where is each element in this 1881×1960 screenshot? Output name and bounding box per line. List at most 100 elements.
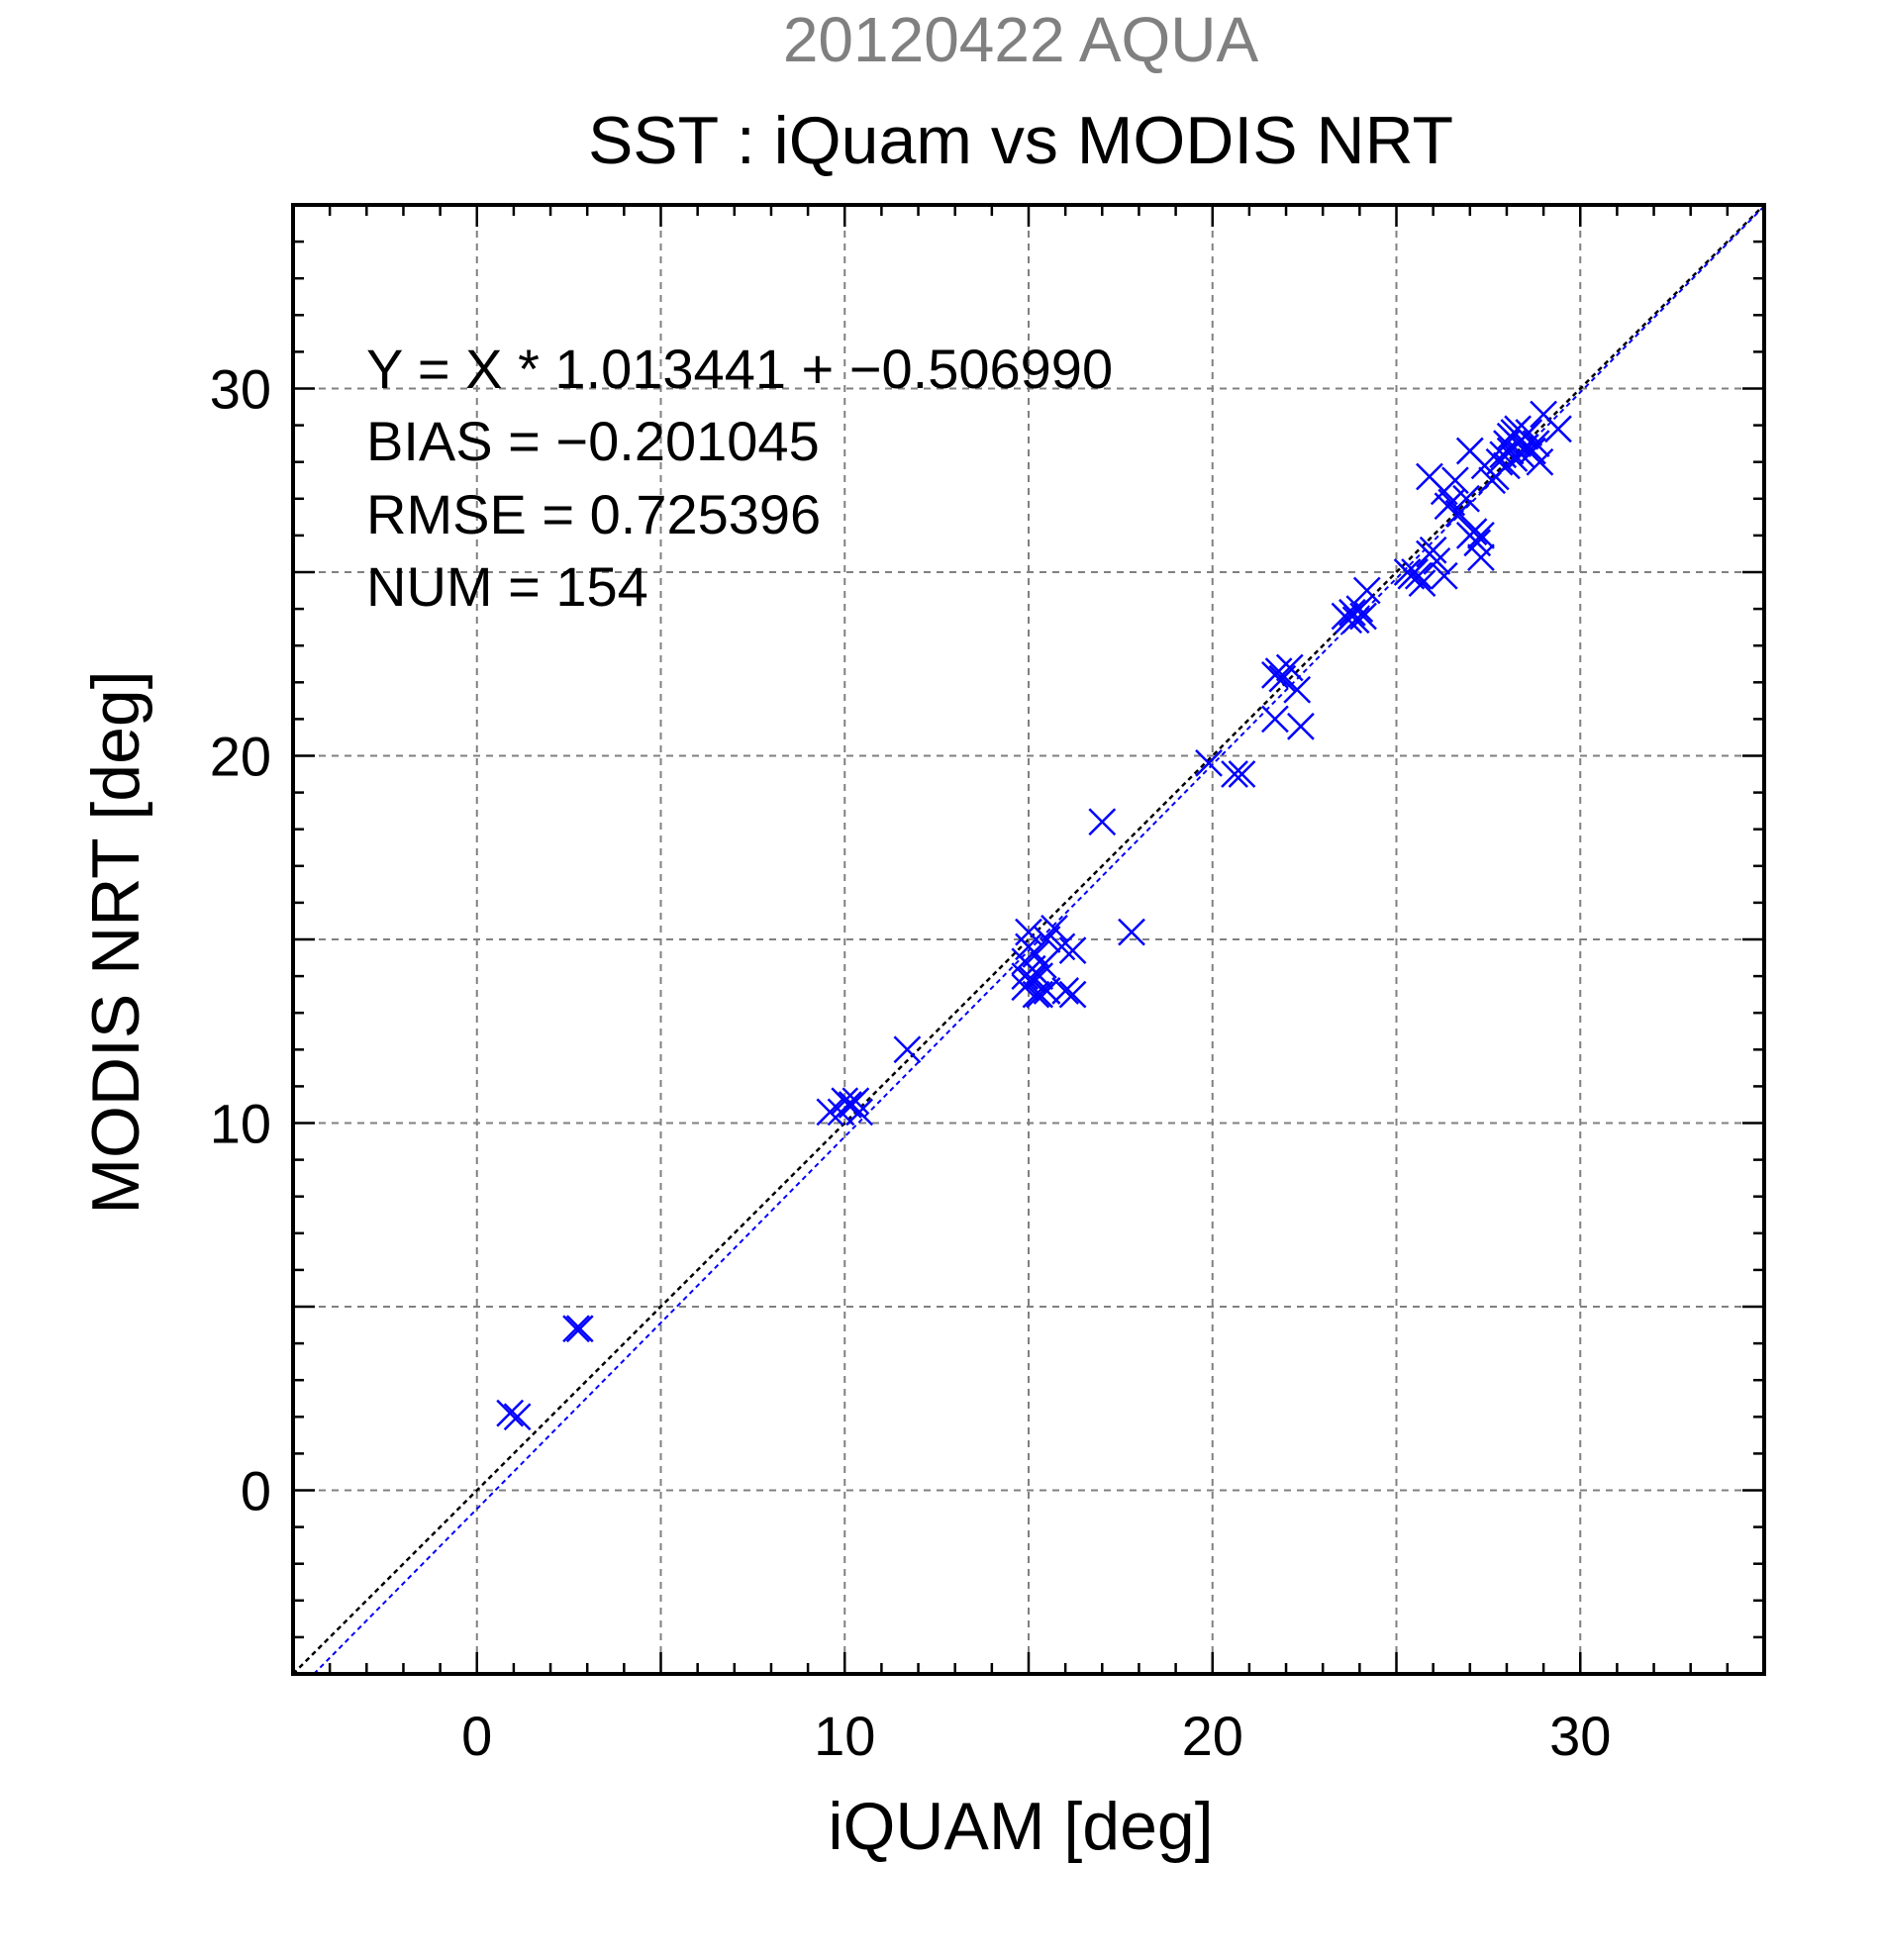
x-tick-labels: 0 10 20 30 [461, 1705, 1611, 1767]
data-point [1287, 712, 1315, 740]
data-point-stroke [562, 1315, 590, 1343]
data-point-stroke [1441, 466, 1469, 495]
data-point-stroke [1416, 462, 1443, 491]
data-point-stroke [1195, 749, 1223, 777]
data-point [1430, 561, 1458, 590]
data-point-stroke [1459, 518, 1488, 546]
data-point [1022, 980, 1050, 1009]
data-point [1507, 441, 1535, 469]
data-point [1349, 602, 1377, 631]
data-point [1058, 936, 1087, 965]
data-point [1283, 675, 1312, 704]
grid-lines [293, 205, 1764, 1674]
data-point [1444, 499, 1473, 528]
data-point [816, 1098, 844, 1127]
data-point-stroke [816, 1098, 844, 1127]
data-point-stroke [1423, 546, 1451, 575]
data-point [1040, 914, 1068, 942]
data-point-stroke [565, 1315, 594, 1343]
data-point [1088, 808, 1117, 836]
data-point [1228, 760, 1256, 788]
data-point-stroke [1088, 808, 1117, 836]
x-axis-label: iQUAM [deg] [828, 1789, 1213, 1864]
data-point [1352, 576, 1381, 605]
y-tick-label: 20 [210, 726, 271, 788]
num-value: NUM = 154 [366, 555, 648, 618]
data-point [845, 1098, 873, 1127]
plot-area-frame [291, 203, 1766, 1676]
data-point-stroke [1018, 965, 1046, 994]
x-tick-label: 10 [814, 1705, 875, 1767]
y-tick-labels: 0 10 20 30 [210, 358, 271, 1522]
data-point-stroke [1058, 936, 1087, 965]
data-point [1338, 598, 1366, 627]
data-point [1467, 543, 1495, 572]
data-point [565, 1315, 594, 1343]
data-point-stroke [1283, 675, 1312, 704]
data-point-stroke [1455, 437, 1484, 465]
data-point-stroke [1015, 918, 1042, 946]
data-point-stroke [1022, 980, 1050, 1009]
data-point-stroke [1352, 576, 1381, 605]
data-points [496, 400, 1572, 1431]
data-point-stroke [1051, 977, 1080, 1005]
data-point-stroke [835, 1091, 862, 1119]
data-point-stroke [1058, 980, 1087, 1009]
data-point-stroke [1404, 561, 1433, 590]
data-point [1408, 569, 1436, 598]
data-point-stroke [1345, 595, 1374, 623]
data-point [1058, 980, 1087, 1009]
data-point [1423, 546, 1451, 575]
data-point-stroke [1467, 543, 1495, 572]
data-point [1441, 466, 1469, 495]
data-point [1275, 653, 1304, 682]
chart-title: SST : iQuam vs MODIS NRT [588, 103, 1453, 178]
data-point-stroke [1338, 598, 1366, 627]
stats-annotation: Y = X * 1.013441 + −0.506990 BIAS = −0.2… [366, 338, 1113, 618]
data-point-stroke [1519, 437, 1546, 465]
x-tick-label: 0 [461, 1705, 492, 1767]
data-point-stroke [1408, 569, 1436, 598]
data-point [1261, 705, 1289, 734]
data-point [842, 1087, 870, 1116]
data-point [1118, 918, 1145, 946]
data-point-stroke [1275, 653, 1304, 682]
data-point [1015, 918, 1042, 946]
data-point [562, 1315, 590, 1343]
data-point [1467, 522, 1495, 549]
data-point-stroke [1118, 918, 1145, 946]
data-point-stroke [1430, 561, 1458, 590]
data-point-stroke [1444, 499, 1473, 528]
data-point [1404, 561, 1433, 590]
data-point-stroke [1544, 415, 1572, 443]
bias-value: BIAS = −0.201045 [366, 410, 820, 472]
rmse-value: RMSE = 0.725396 [366, 483, 821, 545]
data-point [1047, 932, 1076, 961]
data-point [1221, 760, 1248, 788]
data-point [1452, 484, 1480, 513]
data-point-stroke [1419, 536, 1447, 564]
data-point-stroke [1047, 932, 1076, 961]
data-point [503, 1403, 532, 1431]
data-point-stroke [845, 1098, 873, 1127]
data-point [1345, 595, 1374, 623]
data-point-stroke [1221, 760, 1248, 788]
data-point [1026, 980, 1054, 1009]
data-point [1051, 977, 1080, 1005]
x-tick-label: 30 [1549, 1705, 1611, 1767]
data-point-stroke [1228, 760, 1256, 788]
regression-equation: Y = X * 1.013441 + −0.506990 [366, 338, 1113, 400]
data-point-stroke [496, 1399, 525, 1427]
data-point [1341, 606, 1370, 635]
data-point-stroke [893, 1035, 922, 1064]
data-point-stroke [1530, 400, 1557, 429]
data-point-stroke [1341, 606, 1370, 635]
data-point [1522, 430, 1550, 458]
data-point-stroke [1463, 529, 1492, 557]
data-point-stroke [1526, 447, 1554, 476]
chart-supertitle: 20120422 AQUA [783, 4, 1259, 75]
data-point-stroke [1452, 484, 1480, 513]
data-point [496, 1399, 525, 1427]
data-point-stroke [1040, 914, 1068, 942]
